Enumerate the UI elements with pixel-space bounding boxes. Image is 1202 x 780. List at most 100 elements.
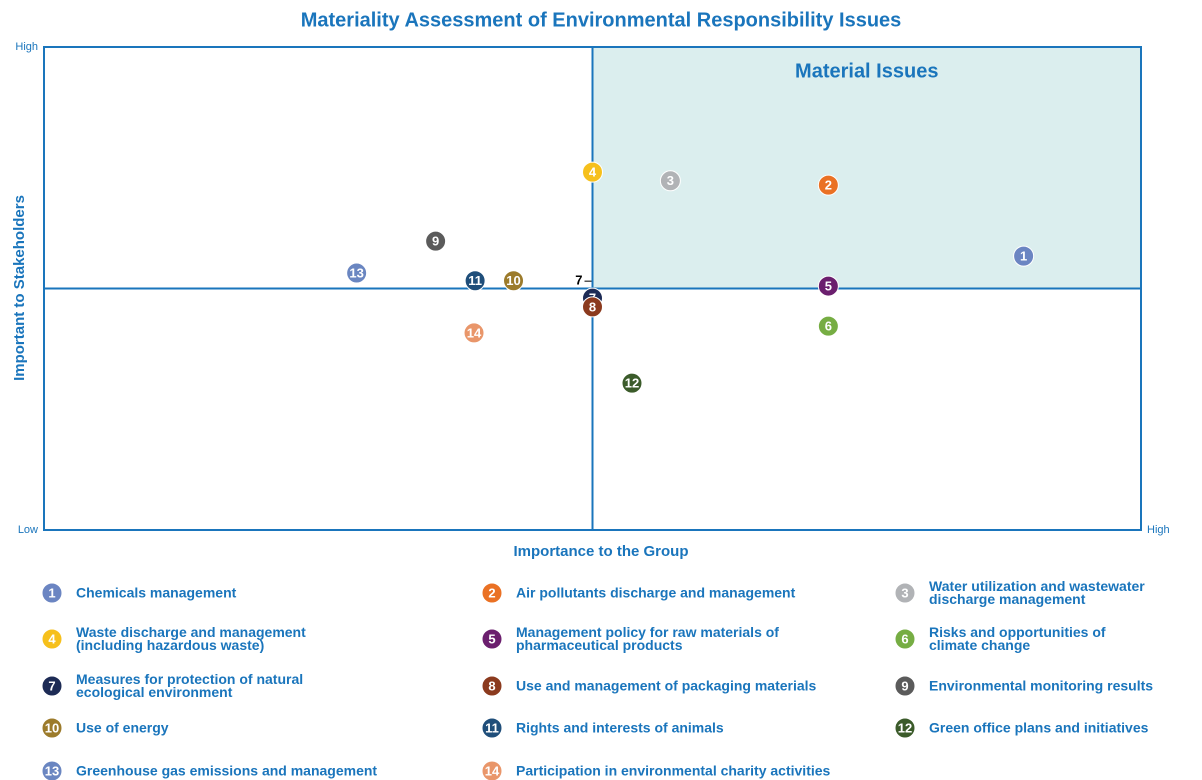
point-dot xyxy=(582,296,603,318)
point: 11 xyxy=(464,270,486,292)
point-dot xyxy=(817,174,839,196)
legend-label: Measures for protection of natural ecolo… xyxy=(76,671,304,700)
legend-marker-number: 3 xyxy=(901,585,908,600)
point-number: 4 xyxy=(589,165,597,180)
legend-marker-number: 11 xyxy=(485,720,499,735)
legend-marker-dot xyxy=(894,582,916,604)
legend-marker-dot xyxy=(481,760,503,780)
legend-label: Waste discharge and management (includin… xyxy=(76,624,306,653)
point-dot xyxy=(817,275,839,297)
chart-title: Materiality Assessment of Environmental … xyxy=(301,9,902,31)
legend-label: Water utilization and wastewater dischar… xyxy=(929,578,1145,607)
legend-marker-number: 2 xyxy=(488,585,495,600)
legend-marker: 13 xyxy=(41,760,63,780)
point: 1 xyxy=(1013,245,1035,267)
point-dot xyxy=(817,315,839,337)
legend-label: Management policy for raw materials of p… xyxy=(516,624,779,653)
legend-marker: 4 xyxy=(41,628,63,650)
legend-marker: 6 xyxy=(894,628,916,650)
legend-marker-number: 13 xyxy=(45,763,59,778)
point-number: 9 xyxy=(432,234,439,249)
legend-label: Rights and interests of animals xyxy=(516,719,724,736)
legend-marker-dot xyxy=(41,717,63,739)
legend-label: Use of energy xyxy=(76,719,169,736)
point-number: 8 xyxy=(589,299,596,314)
point: 9 xyxy=(425,230,447,252)
legend-marker-dot xyxy=(481,582,503,604)
point-dot xyxy=(582,161,603,183)
point-number: 14 xyxy=(467,325,482,340)
point: 13 xyxy=(346,262,368,284)
legend-marker: 2 xyxy=(481,582,503,604)
point-dot xyxy=(503,270,525,292)
legend-marker-dot xyxy=(41,582,63,604)
point-dot xyxy=(346,262,368,284)
legend-marker-number: 14 xyxy=(485,763,500,778)
legend-marker-dot xyxy=(894,675,916,697)
legend-label: Risks and opportunities of climate chang… xyxy=(929,624,1106,653)
legend-marker-number: 8 xyxy=(488,678,495,693)
legend-marker-dot xyxy=(41,628,63,650)
legend-label: Green office plans and initiatives xyxy=(929,719,1149,736)
point-dot xyxy=(464,270,486,292)
x-axis-title: Importance to the Group xyxy=(513,543,688,560)
point-number: 13 xyxy=(349,265,363,280)
point: 4 xyxy=(582,161,603,183)
legend-label: Participation in environmental charity a… xyxy=(516,762,831,779)
legend-marker-dot xyxy=(41,675,63,697)
legend-marker-number: 5 xyxy=(488,631,495,646)
y-axis-title: Important to Stakeholders xyxy=(11,195,28,381)
point: 5 xyxy=(817,275,839,297)
legend-marker-number: 6 xyxy=(901,631,908,646)
point-dot xyxy=(621,372,643,394)
point-number: 6 xyxy=(825,319,832,334)
x-tick-label: High xyxy=(1147,524,1170,536)
legend-label: Chemicals management xyxy=(76,584,237,601)
legend-label: Greenhouse gas emissions and management xyxy=(76,762,378,779)
point: 2 xyxy=(817,174,839,196)
point: 8 xyxy=(582,296,603,318)
point-dot xyxy=(425,230,447,252)
point-number: 11 xyxy=(468,273,482,288)
point-dot xyxy=(659,170,681,192)
legend-marker-number: 4 xyxy=(48,631,56,646)
legend-marker-dot xyxy=(41,760,63,780)
point-number: 1 xyxy=(1020,249,1027,264)
legend-marker: 11 xyxy=(481,717,503,739)
legend-marker: 5 xyxy=(481,628,503,650)
point: 12 xyxy=(621,372,643,394)
point: 14 xyxy=(463,322,485,344)
x-tick-label: Low xyxy=(18,524,38,536)
legend-marker-dot xyxy=(481,675,503,697)
legend-marker-dot xyxy=(894,628,916,650)
material-quadrant xyxy=(592,47,1141,289)
legend-marker-number: 1 xyxy=(48,585,55,600)
point: 6 xyxy=(817,315,839,337)
legend-marker: 1 xyxy=(41,582,63,604)
point-callout: 7 xyxy=(575,273,582,288)
legend-marker-dot xyxy=(894,717,916,739)
legend-marker-dot xyxy=(481,717,503,739)
point-number: 2 xyxy=(825,178,832,193)
legend-label: Environmental monitoring results xyxy=(929,677,1154,694)
point-number: 12 xyxy=(625,376,639,391)
legend-marker: 14 xyxy=(481,760,503,780)
legend-marker: 7 xyxy=(41,675,63,697)
legend-marker-number: 12 xyxy=(898,720,912,735)
point-number: 5 xyxy=(825,279,832,294)
legend-marker: 10 xyxy=(41,717,63,739)
y-tick-label: High xyxy=(15,41,38,53)
point-number: 3 xyxy=(667,173,674,188)
quadrant-label: Material Issues xyxy=(795,60,938,82)
legend-marker: 8 xyxy=(481,675,503,697)
legend-label: Air pollutants discharge and management xyxy=(516,584,796,601)
point-dot xyxy=(463,322,485,344)
legend-marker: 12 xyxy=(894,717,916,739)
point: 10 xyxy=(503,270,525,292)
legend-label: Use and management of packaging material… xyxy=(516,677,817,694)
legend-marker-number: 9 xyxy=(901,678,908,693)
legend-marker-dot xyxy=(481,628,503,650)
point: 3 xyxy=(659,170,681,192)
legend-marker-number: 10 xyxy=(45,720,59,735)
